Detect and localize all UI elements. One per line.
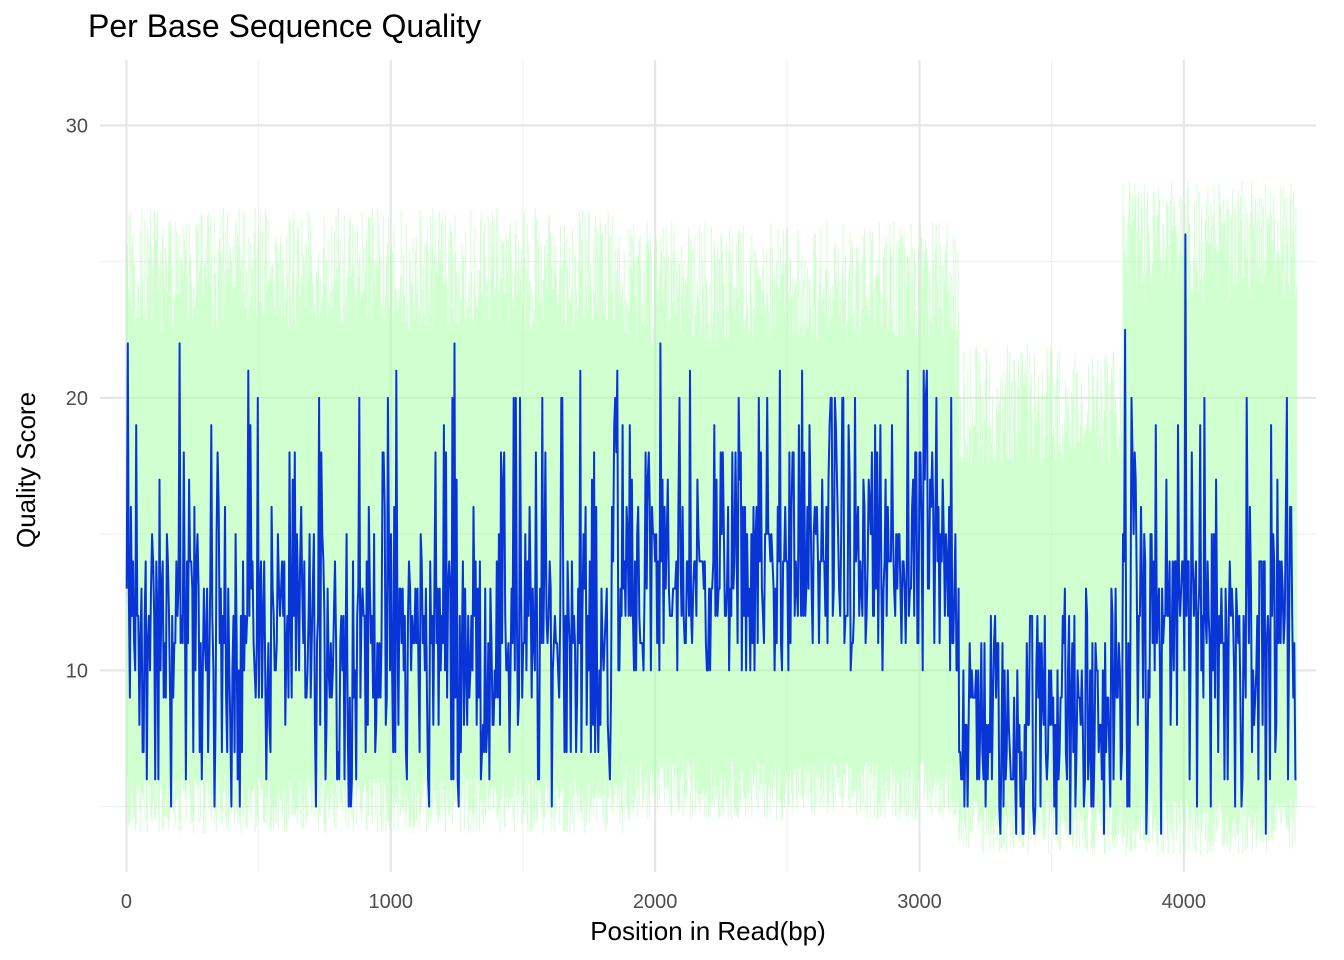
x-axis-title: Position in Read(bp) xyxy=(590,916,826,946)
x-tick-label: 4000 xyxy=(1162,891,1207,913)
x-tick-label: 3000 xyxy=(897,891,942,913)
x-tick-label: 0 xyxy=(121,891,132,913)
x-tick-label: 2000 xyxy=(633,891,678,913)
x-tick-label: 1000 xyxy=(369,891,414,913)
y-axis-title: Quality Score xyxy=(11,392,41,548)
tick-labels: 0 1000 2000 3000 4000 10 20 30 xyxy=(66,115,1206,913)
mean-quality-line xyxy=(125,233,1297,835)
y-tick-label: 30 xyxy=(66,115,88,137)
y-tick-label: 10 xyxy=(66,660,88,682)
y-tick-label: 20 xyxy=(66,388,88,410)
chart-title: Per Base Sequence Quality xyxy=(88,8,482,44)
